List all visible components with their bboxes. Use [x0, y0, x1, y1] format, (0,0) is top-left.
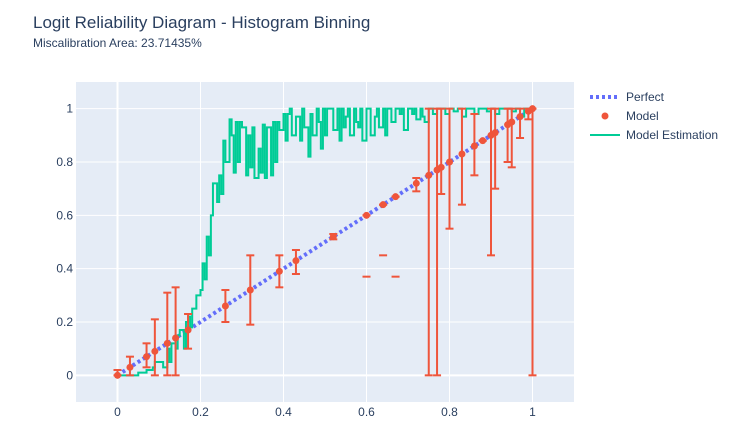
model-point [516, 113, 524, 121]
error-bar [150, 318, 159, 377]
model-point [458, 150, 466, 158]
model-point [363, 211, 370, 219]
grid-lines [76, 82, 574, 402]
model-markers [114, 105, 536, 379]
error-bar [437, 107, 446, 195]
legend-model-label: Model [626, 109, 659, 123]
model-point [379, 201, 387, 209]
x-tick-label: 1 [529, 405, 536, 419]
model-point [329, 233, 337, 241]
model-point [470, 142, 478, 150]
model-point [275, 267, 283, 275]
model-point [412, 179, 420, 187]
model-estimation-line [117, 107, 533, 377]
legend-item-perfect[interactable]: Perfect [590, 90, 665, 104]
model-point [446, 158, 453, 166]
model-point [425, 171, 433, 179]
legend-model-swatch [601, 112, 609, 120]
model-point [172, 334, 180, 342]
model-point [126, 363, 134, 371]
model-point [184, 326, 192, 334]
x-tick-label: 0.2 [192, 405, 209, 419]
error-bar [445, 107, 454, 230]
model-point [114, 371, 121, 379]
model-error-bars [113, 107, 537, 377]
model-point [143, 353, 151, 361]
model-point [508, 118, 516, 126]
model-point [221, 302, 229, 310]
model-point [246, 286, 254, 294]
x-tick-label: 0.4 [275, 405, 292, 419]
perfect-series [116, 106, 534, 378]
y-tick-label: 0.4 [56, 262, 73, 276]
legend-perfect-label: Perfect [626, 90, 665, 104]
error-bar [491, 107, 500, 190]
y-axis-ticks: 0 0.2 0.4 0.6 0.8 1 [56, 102, 73, 383]
x-tick-label: 0 [114, 405, 121, 419]
model-point [529, 105, 536, 113]
y-tick-label: 0.6 [56, 208, 73, 222]
error-bar [163, 291, 172, 377]
model-point [292, 257, 300, 265]
x-tick-label: 0.6 [358, 405, 375, 419]
x-tick-label: 0.8 [441, 405, 458, 419]
model-point [479, 137, 487, 145]
legend[interactable]: Perfect Model Model Estimation [590, 90, 718, 142]
model-point [151, 347, 159, 355]
chart-subtitle: Miscalibration Area: 23.71435% [33, 36, 202, 50]
model-point [392, 193, 400, 201]
y-tick-label: 0.8 [56, 155, 73, 169]
model-point [437, 163, 445, 171]
legend-item-model[interactable]: Model [601, 109, 659, 123]
model-point [491, 129, 499, 137]
legend-estimation-label: Model Estimation [626, 128, 718, 142]
legend-item-model-estimation[interactable]: Model Estimation [590, 128, 718, 142]
perfect-line [116, 106, 534, 378]
chart-title: Logit Reliability Diagram - Histogram Bi… [33, 13, 371, 32]
x-axis-ticks: 0 0.2 0.4 0.6 0.8 1 [114, 405, 536, 419]
y-tick-label: 1 [66, 102, 73, 116]
error-bar [507, 107, 516, 169]
y-tick-label: 0 [66, 368, 73, 382]
error-bar [424, 107, 433, 377]
model-estimation-series [117, 107, 533, 377]
model-point [163, 339, 171, 347]
error-bar [171, 286, 180, 377]
y-tick-label: 0.2 [56, 315, 73, 329]
